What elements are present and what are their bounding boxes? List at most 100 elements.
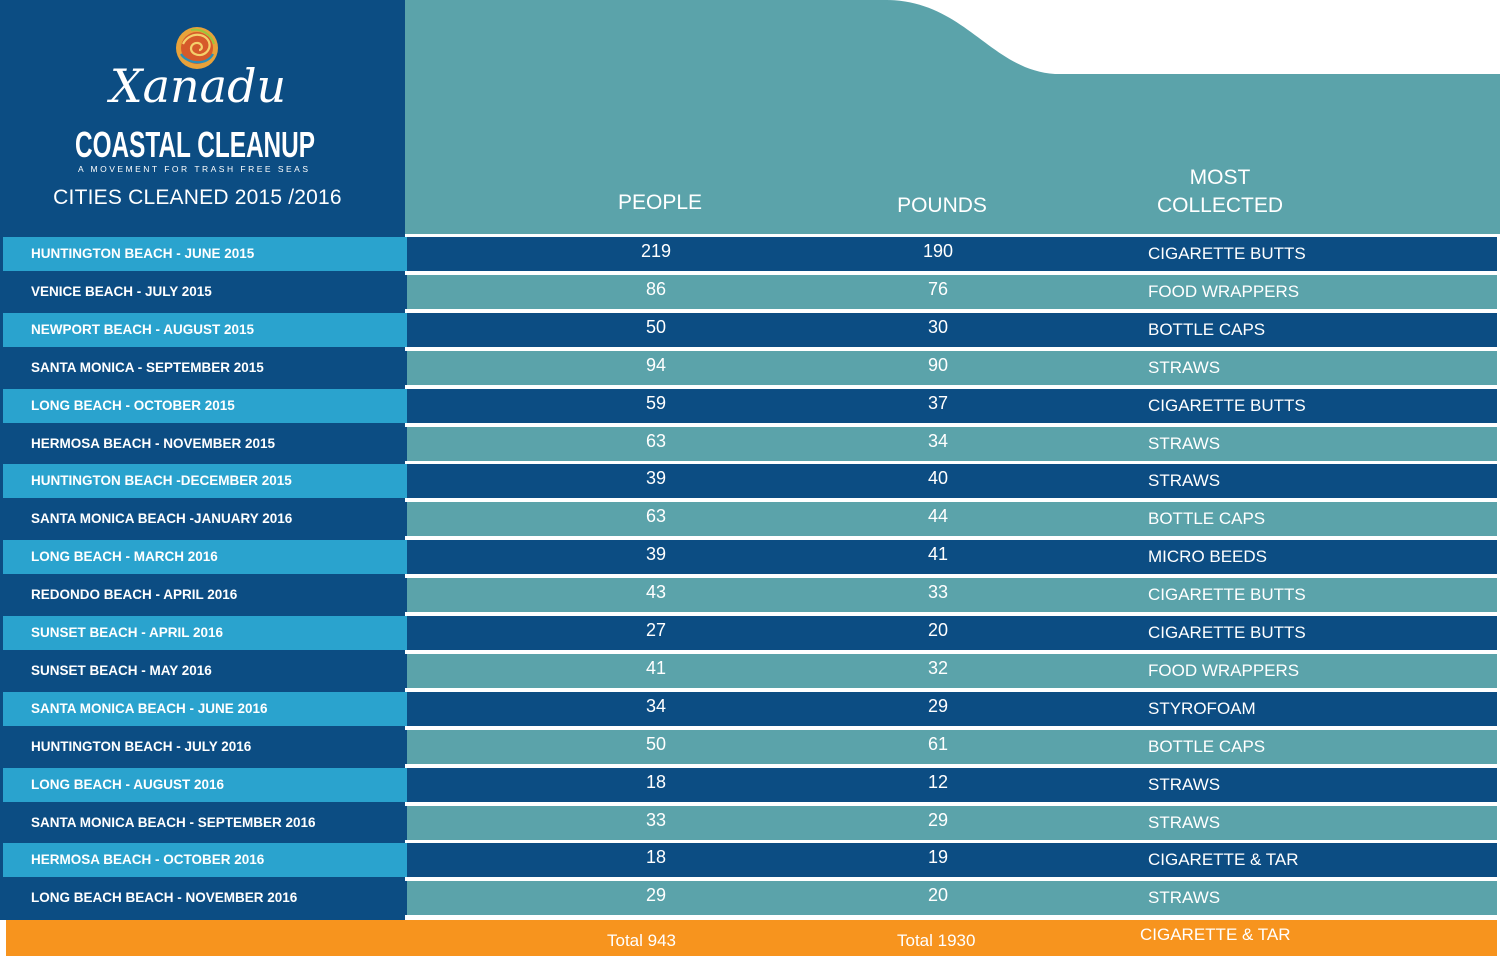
city-label: REDONDO BEACH - APRIL 2016	[3, 578, 407, 612]
table-row	[405, 389, 1497, 423]
city-label: HUNTINGTON BEACH - JULY 2016	[3, 730, 407, 764]
pounds-value: 32	[927, 658, 949, 678]
table-row	[405, 768, 1497, 802]
people-value: 39	[645, 544, 667, 564]
table-row	[405, 843, 1497, 877]
city-label: LONG BEACH - AUGUST 2016	[3, 768, 407, 802]
city-label: SUNSET BEACH - MAY 2016	[3, 654, 407, 688]
pounds-value: 90	[927, 355, 949, 375]
pounds-value: 34	[927, 431, 949, 451]
people-value: 27	[645, 620, 667, 640]
pounds-value: 41	[927, 544, 949, 564]
total-most-collected: CIGARETTE & TAR	[1140, 925, 1291, 944]
city-label: NEWPORT BEACH - AUGUST 2015	[3, 313, 407, 347]
pounds-value: 44	[927, 506, 949, 526]
most-collected-value: STRAWS	[1148, 813, 1221, 832]
most-collected-value: MICRO BEEDS	[1148, 547, 1268, 566]
subtitle: CITIES CLEANED 2015 /2016	[53, 186, 342, 209]
people-value: 50	[645, 734, 667, 754]
people-value: 18	[645, 847, 667, 867]
most-collected-value: STRAWS	[1148, 434, 1221, 453]
city-label: SUNSET BEACH - APRIL 2016	[3, 616, 407, 650]
table-row	[405, 464, 1497, 498]
pounds-value: 33	[927, 582, 949, 602]
city-label: HUNTINGTON BEACH -DECEMBER 2015	[3, 464, 407, 498]
most-collected-value: CIGARETTE BUTTS	[1148, 623, 1306, 642]
total-people: Total 943	[607, 931, 676, 950]
most-collected-value: CIGARETTE & TAR	[1148, 850, 1299, 869]
most-collected-value: STRAWS	[1148, 358, 1221, 377]
most-collected-value: CIGARETTE BUTTS	[1148, 585, 1306, 604]
table-row	[405, 427, 1497, 461]
table-row	[405, 654, 1497, 688]
people-value: 63	[645, 506, 667, 526]
pounds-value: 29	[927, 810, 949, 830]
header-wave-background	[405, 0, 1500, 234]
pounds-value: 20	[927, 885, 949, 905]
people-value: 34	[645, 696, 667, 716]
table-row	[405, 351, 1497, 385]
most-collected-value: BOTTLE CAPS	[1148, 737, 1266, 756]
svg-text:A MOVEMENT FOR TRASH FREE SEAS: A MOVEMENT FOR TRASH FREE SEAS	[78, 164, 308, 174]
most-collected-value: BOTTLE CAPS	[1148, 509, 1266, 528]
totals-bar	[6, 920, 1497, 956]
people-value: 33	[645, 810, 667, 830]
table-row	[405, 692, 1497, 726]
pounds-value: 37	[927, 393, 949, 413]
table-row	[405, 237, 1497, 271]
city-label: SANTA MONICA BEACH - JUNE 2016	[3, 692, 407, 726]
most-collected-value: STRAWS	[1148, 471, 1221, 490]
people-value: 39	[645, 468, 667, 488]
city-label: HERMOSA BEACH - OCTOBER 2016	[3, 843, 407, 877]
pounds-value: 40	[927, 468, 949, 488]
table-row	[405, 730, 1497, 764]
people-value: 63	[645, 431, 667, 451]
most-collected-value: STYROFOAM	[1148, 699, 1256, 718]
most-collected-value: CIGARETTE BUTTS	[1148, 396, 1306, 415]
column-header-most-line2: COLLECTED	[1156, 194, 1284, 217]
people-value: 86	[645, 279, 667, 299]
city-label: LONG BEACH - MARCH 2016	[3, 540, 407, 574]
people-value: 50	[645, 317, 667, 337]
city-label: HERMOSA BEACH - NOVEMBER 2015	[3, 427, 407, 461]
people-value: 219	[640, 241, 672, 261]
city-label: SANTA MONICA BEACH - SEPTEMBER 2016	[3, 806, 407, 840]
pounds-value: 20	[927, 620, 949, 640]
people-value: 43	[645, 582, 667, 602]
pounds-value: 76	[927, 279, 949, 299]
city-label: HUNTINGTON BEACH - JUNE 2015	[3, 237, 407, 271]
people-value: 41	[645, 658, 667, 678]
people-value: 29	[645, 885, 667, 905]
column-header-most-collected: MOST COLLECTED	[1120, 164, 1320, 220]
svg-text:Xanadu: Xanadu	[107, 59, 286, 113]
table-row	[405, 313, 1497, 347]
city-label: LONG BEACH - OCTOBER 2015	[3, 389, 407, 423]
pounds-value: 30	[927, 317, 949, 337]
xanadu-coastal-cleanup-logo: Xanadu COASTAL CLEANUP A MOVEMENT FOR TR…	[75, 27, 315, 174]
table-row	[405, 616, 1497, 650]
total-pounds: Total 1930	[897, 931, 976, 950]
column-header-pounds: POUNDS	[897, 194, 987, 217]
people-value: 94	[645, 355, 667, 375]
column-header-people: PEOPLE	[617, 191, 703, 214]
most-collected-value: BOTTLE CAPS	[1148, 320, 1266, 339]
pounds-value: 29	[927, 696, 949, 716]
table-row	[405, 806, 1497, 840]
table-row	[405, 881, 1497, 915]
most-collected-value: STRAWS	[1148, 775, 1221, 794]
city-label: VENICE BEACH - JULY 2015	[3, 275, 407, 309]
table-row	[405, 502, 1497, 536]
people-value: 59	[645, 393, 667, 413]
table-row	[405, 578, 1497, 612]
city-label: SANTA MONICA - SEPTEMBER 2015	[3, 351, 407, 385]
people-value: 18	[645, 772, 667, 792]
table-row	[405, 275, 1497, 309]
city-label: LONG BEACH BEACH - NOVEMBER 2016	[3, 881, 407, 915]
most-collected-value: CIGARETTE BUTTS	[1148, 244, 1306, 263]
pounds-value: 19	[927, 847, 949, 867]
pounds-value: 190	[922, 241, 954, 261]
most-collected-value: FOOD WRAPPERS	[1148, 282, 1300, 301]
column-header-most-line1: MOST	[1189, 166, 1251, 189]
table-row	[405, 540, 1497, 574]
